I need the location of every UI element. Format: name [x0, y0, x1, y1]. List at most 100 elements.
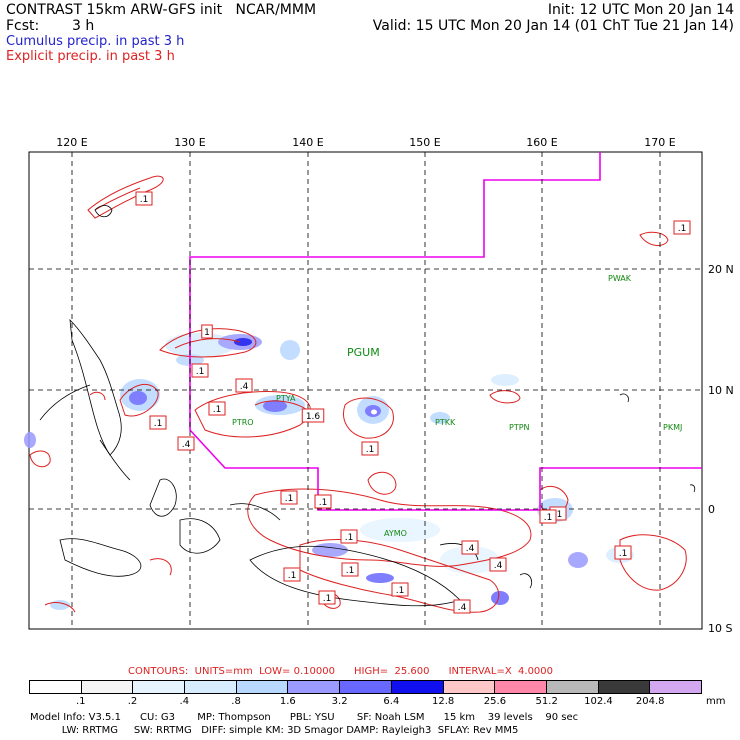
contour-label: .1 — [288, 571, 297, 581]
colorbar — [29, 680, 702, 694]
legend-cumulus: Cumulus precip. in past 3 h — [6, 34, 185, 49]
contour-label: .4 — [466, 544, 475, 554]
contour-label: .1 — [678, 224, 687, 234]
header-fcst-label: Fcst: — [6, 18, 40, 34]
contours-info: CONTOURS: UNITS=mm LOW= 0.10000 HIGH= 25… — [128, 666, 554, 677]
contour-label-box — [177, 436, 195, 451]
contour-label-box — [191, 363, 209, 378]
colorbar-tick-label: 3.2 — [331, 696, 348, 707]
station-pwak: PWAK — [608, 274, 632, 283]
contour-label: .1 — [544, 513, 553, 523]
contour-label-box — [208, 401, 226, 416]
header-valid: Valid: 15 UTC Mon 20 Jan 14 (01 ChT Tue … — [372, 18, 734, 34]
lat-label-20n: 20 N — [708, 263, 734, 276]
cumulus-shading — [24, 333, 634, 610]
colorbar-cell — [133, 681, 186, 693]
colorbar-cell — [81, 681, 134, 693]
colorbar-ticks: .1 .2 .4 .8 1.6 3.2 6.4 12.8 25.6 51.2 102.4 204.8 — [29, 696, 702, 708]
contour-label: .1 — [345, 533, 354, 543]
contour-label: .1 — [285, 494, 294, 504]
contour-label-box — [314, 494, 332, 509]
colorbar-cell — [650, 681, 701, 693]
contour-label: .1 — [154, 419, 163, 429]
contour-label: .1 — [196, 367, 205, 377]
contour-label: 1 — [204, 328, 210, 338]
contour-label: .1 — [319, 498, 328, 508]
contour-label: .1 — [366, 445, 375, 455]
lon-label-120e: 120 E — [56, 136, 87, 149]
colorbar-tick-label: 51.2 — [535, 696, 558, 707]
colorbar-tick-label: 6.4 — [383, 696, 400, 707]
contour-label-box — [361, 441, 379, 456]
lat-label-0: 0 — [708, 503, 715, 516]
contour-label-box — [149, 415, 167, 430]
contour-label-box — [135, 191, 153, 206]
colorbar-tick-label: .2 — [127, 696, 138, 707]
colorbar-tick-label: 204.8 — [635, 696, 665, 707]
station-ptro: PTRO — [232, 418, 254, 427]
explicit-contours — [29, 175, 687, 613]
model-info-line1: Model Info: V3.5.1 CU: G3 MP: Thompson P… — [30, 712, 579, 723]
colorbar-cell — [340, 681, 392, 693]
lon-label-140e: 140 E — [292, 136, 323, 149]
lon-label-160e: 160 E — [526, 136, 557, 149]
colorbar-cell — [391, 681, 444, 693]
contour-label: .1 — [346, 566, 355, 576]
colorbar-tick-label: .4 — [179, 696, 190, 707]
contour-label: .1 — [554, 510, 563, 520]
lat-label-10s: 10 S — [708, 622, 732, 635]
station-ptkk: PTKK — [435, 418, 456, 427]
contour-label: .4 — [182, 440, 191, 450]
colorbar-tick-label: 12.8 — [432, 696, 455, 707]
lat-label-10n: 10 N — [708, 384, 734, 397]
contour-label: .1 — [213, 405, 222, 415]
contour-label-box — [453, 599, 471, 614]
model-info-line2: LW: RRTMG SW: RRTMG DIFF: simple KM: 3D … — [30, 725, 519, 736]
contour-label-box — [235, 378, 253, 393]
lon-label-130e: 130 E — [174, 136, 205, 149]
header-init: Init: 12 UTC Mon 20 Jan 14 — [547, 2, 734, 18]
station-ptpn: PTPN — [509, 423, 530, 432]
station-aymo: AYMO — [384, 529, 407, 538]
contour-labels: .1.11.1.4.1.1.41.6.1.1.1.1.1.1.4.4.1.4.1… — [135, 191, 691, 614]
colorbar-cell — [598, 681, 651, 693]
colorbar-cell — [288, 681, 341, 693]
contour-label-box — [539, 509, 557, 524]
colorbar-tick-label: .8 — [231, 696, 241, 707]
colorbar-cell — [443, 681, 496, 693]
legend-explicit: Explicit precip. in past 3 h — [6, 49, 175, 64]
colorbar-cell — [185, 681, 237, 693]
contour-label-box — [318, 590, 336, 605]
region-boundary — [189, 152, 702, 511]
contour-label: .1 — [396, 586, 405, 596]
contour-label: .4 — [494, 561, 503, 571]
lon-label-150e: 150 E — [409, 136, 440, 149]
colorbar-cell — [546, 681, 599, 693]
header-title: CONTRAST 15km ARW-GFS init NCAR/MMM — [6, 2, 317, 18]
contour-label: .4 — [458, 603, 467, 613]
colorbar-cell — [495, 681, 547, 693]
station-pkmj: PKMJ — [663, 423, 682, 432]
contour-label-box — [614, 545, 632, 560]
contour-label: .1 — [619, 549, 628, 559]
colorbar-tick-label: 1.6 — [279, 696, 296, 707]
contour-label-box — [201, 324, 213, 339]
lon-label-170e: 170 E — [644, 136, 675, 149]
colorbar-tick-label: 102.4 — [584, 696, 613, 707]
header-fcst-value: 3 h — [72, 18, 95, 34]
contour-label-box — [341, 562, 359, 577]
contour-label: .1 — [140, 195, 149, 205]
contour-label-box — [489, 557, 507, 572]
colorbar-unit: mm — [706, 696, 726, 707]
contour-label: .4 — [240, 382, 249, 392]
station-ptya: PTYA — [276, 394, 296, 403]
contour-label: .1 — [323, 594, 332, 604]
contour-label-box — [673, 220, 691, 235]
colorbar-tick-label: 25.6 — [483, 696, 507, 707]
contour-label-box — [391, 582, 409, 597]
station-pgum: PGUM — [347, 346, 380, 359]
contour-label-box — [301, 408, 325, 423]
contour-label: 1.6 — [306, 412, 321, 422]
map-frame — [28, 151, 703, 630]
